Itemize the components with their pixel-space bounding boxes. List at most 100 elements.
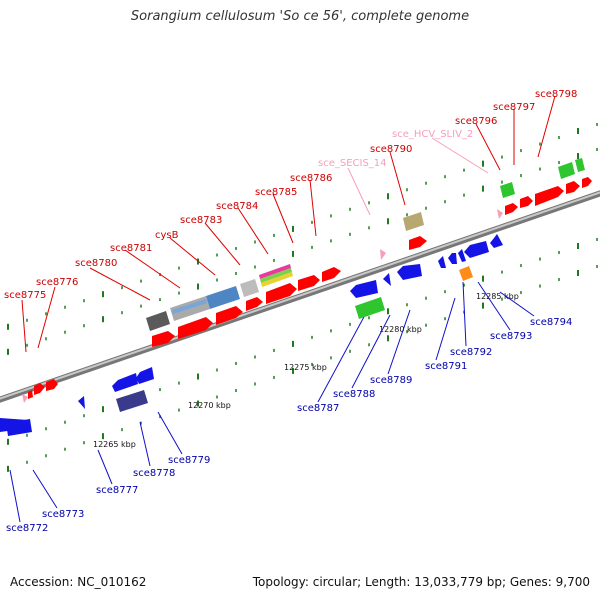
gene-arrow <box>28 390 33 399</box>
leader-sce8796 <box>475 123 501 171</box>
forward-genes <box>22 158 592 403</box>
label-sce8785: sce8785 <box>255 187 297 198</box>
label-sce8786: sce8786 <box>290 173 332 184</box>
gene-box <box>259 264 291 279</box>
gene-arrow <box>78 396 85 409</box>
ruler-label-12270: 12270 kbp <box>188 401 231 410</box>
gene-box <box>172 299 207 314</box>
gene-box <box>206 286 240 309</box>
gene-arrow <box>409 236 427 250</box>
leader-sce8777 <box>97 449 113 485</box>
leader-cysB <box>169 237 216 276</box>
label-leader-lines <box>9 95 556 523</box>
reverse-labels: sce8772 sce8773 sce8777 sce8778 sce8779 … <box>6 317 572 534</box>
gene-arrow <box>266 283 297 304</box>
ruler-label-12275: 12275 kbp <box>284 363 327 372</box>
gene-arrow <box>438 256 446 268</box>
gene-arrow <box>136 367 154 384</box>
gene-arrow <box>6 419 32 436</box>
gene-box <box>500 182 515 198</box>
leader-sce8791 <box>435 297 456 361</box>
gene-arrow <box>582 177 592 188</box>
label-sce8791: sce8791 <box>425 361 467 372</box>
label-sce8781: sce8781 <box>110 243 152 254</box>
gene-arrow <box>397 264 422 280</box>
label-sce8793: sce8793 <box>490 331 532 342</box>
accession-text: Accession: NC_010162 <box>10 575 147 589</box>
leader-sce8775 <box>21 299 27 353</box>
leader-sce8781 <box>124 249 181 289</box>
gene-arrow <box>112 373 138 392</box>
label-sce8796: sce8796 <box>455 116 497 127</box>
leader-sce8784 <box>237 207 269 255</box>
gene-arrow <box>298 275 320 291</box>
leader-sce8793 <box>477 281 511 331</box>
label-sce8792: sce8792 <box>450 347 492 358</box>
leader-sce8778 <box>139 421 151 467</box>
gene-box <box>146 311 170 331</box>
gene-box <box>260 268 292 283</box>
map-title: Sorangium cellulosum 'So ce 56', complet… <box>130 9 470 24</box>
rna-marker <box>380 249 386 260</box>
leader-sce8789 <box>387 309 411 375</box>
genome-summary-text: Topology: circular; Length: 13,033,779 b… <box>252 575 590 589</box>
gene-arrow <box>178 317 213 339</box>
label-sce8788: sce8788 <box>333 389 375 400</box>
label-sce8780: sce8780 <box>75 258 117 269</box>
gene-box <box>459 266 473 281</box>
gene-box <box>116 390 148 412</box>
leader-sce8798 <box>537 95 556 158</box>
label-sce_HCV_SLIV_2: sce_HCV_SLIV_2 <box>392 129 473 140</box>
leader-sce8783 <box>204 222 241 266</box>
label-sce8784: sce8784 <box>216 201 258 212</box>
leader-sce8776 <box>37 286 56 349</box>
label-sce8779: sce8779 <box>168 455 210 466</box>
gene-box <box>558 162 575 179</box>
rna-marker <box>497 209 503 219</box>
gene-arrow <box>216 306 243 325</box>
genome-backbone <box>0 190 600 403</box>
gene-arrow <box>458 249 466 262</box>
gene-arrow <box>535 186 564 206</box>
label-sce8772: sce8772 <box>6 523 48 534</box>
gene-box <box>240 279 259 297</box>
gene-arrow <box>383 273 391 286</box>
reverse-genes <box>0 234 503 436</box>
gene-box <box>261 272 293 287</box>
ruler-label-12280: 12280 kbp <box>379 325 422 334</box>
leader-sce8790 <box>389 151 406 206</box>
label-sce8778: sce8778 <box>133 468 175 479</box>
gene-arrow <box>46 379 58 391</box>
leader-sce8772 <box>9 469 21 523</box>
leader-sce8794 <box>499 291 535 317</box>
label-sce8777: sce8777 <box>96 485 138 496</box>
leader-sce8785 <box>272 193 294 244</box>
leader-sce8788 <box>351 314 391 389</box>
forward-labels: sce8775 sce8776 sce8780 sce8781 cysB sce… <box>4 89 577 301</box>
leader-sce_SECIS_14 <box>347 167 371 216</box>
gene-arrow <box>490 234 503 248</box>
gene-arrow <box>34 383 45 395</box>
gene-box <box>355 297 385 319</box>
ruler-label-12265: 12265 kbp <box>93 440 136 449</box>
gene-arrow <box>448 253 457 264</box>
gene-arrow <box>246 297 263 311</box>
rna-marker <box>22 394 28 403</box>
ruler-label-12285: 12285 kbp <box>476 292 519 301</box>
label-sce8787: sce8787 <box>297 403 339 414</box>
gene-arrow <box>464 241 489 258</box>
gene-arrow <box>566 181 580 194</box>
gene-box <box>575 158 585 172</box>
label-sce8789: sce8789 <box>370 375 412 386</box>
label-cysB: cysB <box>155 230 179 241</box>
leader-sce_HCV_SLIV_2 <box>431 137 489 174</box>
gene-box <box>403 212 424 231</box>
label-sce8797: sce8797 <box>493 102 535 113</box>
leader-sce8792 <box>462 281 467 347</box>
label-sce_SECIS_14: sce_SECIS_14 <box>318 158 387 169</box>
label-sce8794: sce8794 <box>530 317 572 328</box>
gene-arrow <box>520 196 533 208</box>
leader-sce8779 <box>157 411 183 455</box>
label-sce8775: sce8775 <box>4 290 46 301</box>
